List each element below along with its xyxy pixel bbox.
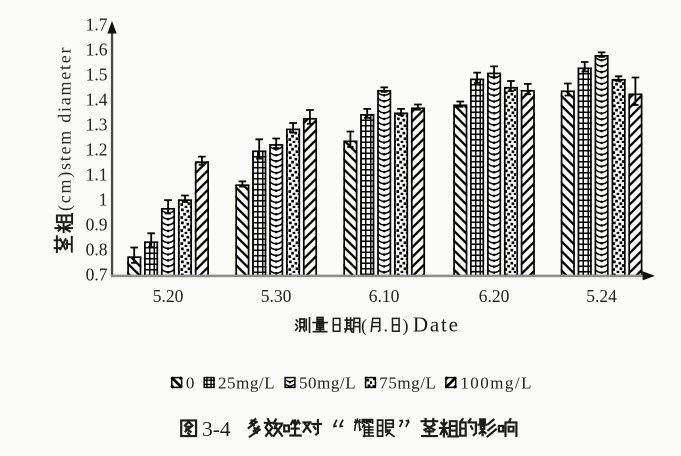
svg-text:(: ( bbox=[361, 316, 367, 337]
svg-text:3-4: 3-4 bbox=[202, 417, 231, 441]
svg-text:Date: Date bbox=[413, 313, 460, 337]
svg-text:0.7: 0.7 bbox=[86, 265, 108, 285]
svg-text:5.24: 5.24 bbox=[586, 286, 617, 306]
svg-text:6.10: 6.10 bbox=[369, 286, 400, 306]
svg-text:1.4: 1.4 bbox=[86, 90, 108, 110]
svg-text:0.9: 0.9 bbox=[86, 215, 108, 235]
svg-text:1.7: 1.7 bbox=[86, 15, 108, 35]
svg-text:5.30: 5.30 bbox=[261, 286, 292, 306]
svg-text:(cm)stem diameter: (cm)stem diameter bbox=[54, 46, 75, 211]
svg-text:6.20: 6.20 bbox=[479, 286, 510, 306]
svg-text:25mg/L: 25mg/L bbox=[218, 373, 275, 392]
svg-text:0: 0 bbox=[186, 373, 195, 392]
svg-text:1.6: 1.6 bbox=[86, 40, 108, 60]
svg-text:1.1: 1.1 bbox=[86, 165, 108, 185]
svg-text:): ) bbox=[403, 316, 409, 337]
svg-text:.: . bbox=[384, 316, 389, 336]
svg-text:1: 1 bbox=[99, 190, 108, 210]
svg-text:5.20: 5.20 bbox=[153, 286, 184, 306]
svg-text:75mg/L: 75mg/L bbox=[379, 373, 436, 392]
svg-text:1.3: 1.3 bbox=[86, 115, 108, 135]
svg-text:1.2: 1.2 bbox=[86, 140, 108, 160]
svg-text:1.5: 1.5 bbox=[86, 65, 108, 85]
svg-text:50mg/L: 50mg/L bbox=[299, 373, 356, 392]
svg-text:100mg/L: 100mg/L bbox=[460, 373, 533, 392]
svg-text:0.8: 0.8 bbox=[86, 240, 108, 260]
